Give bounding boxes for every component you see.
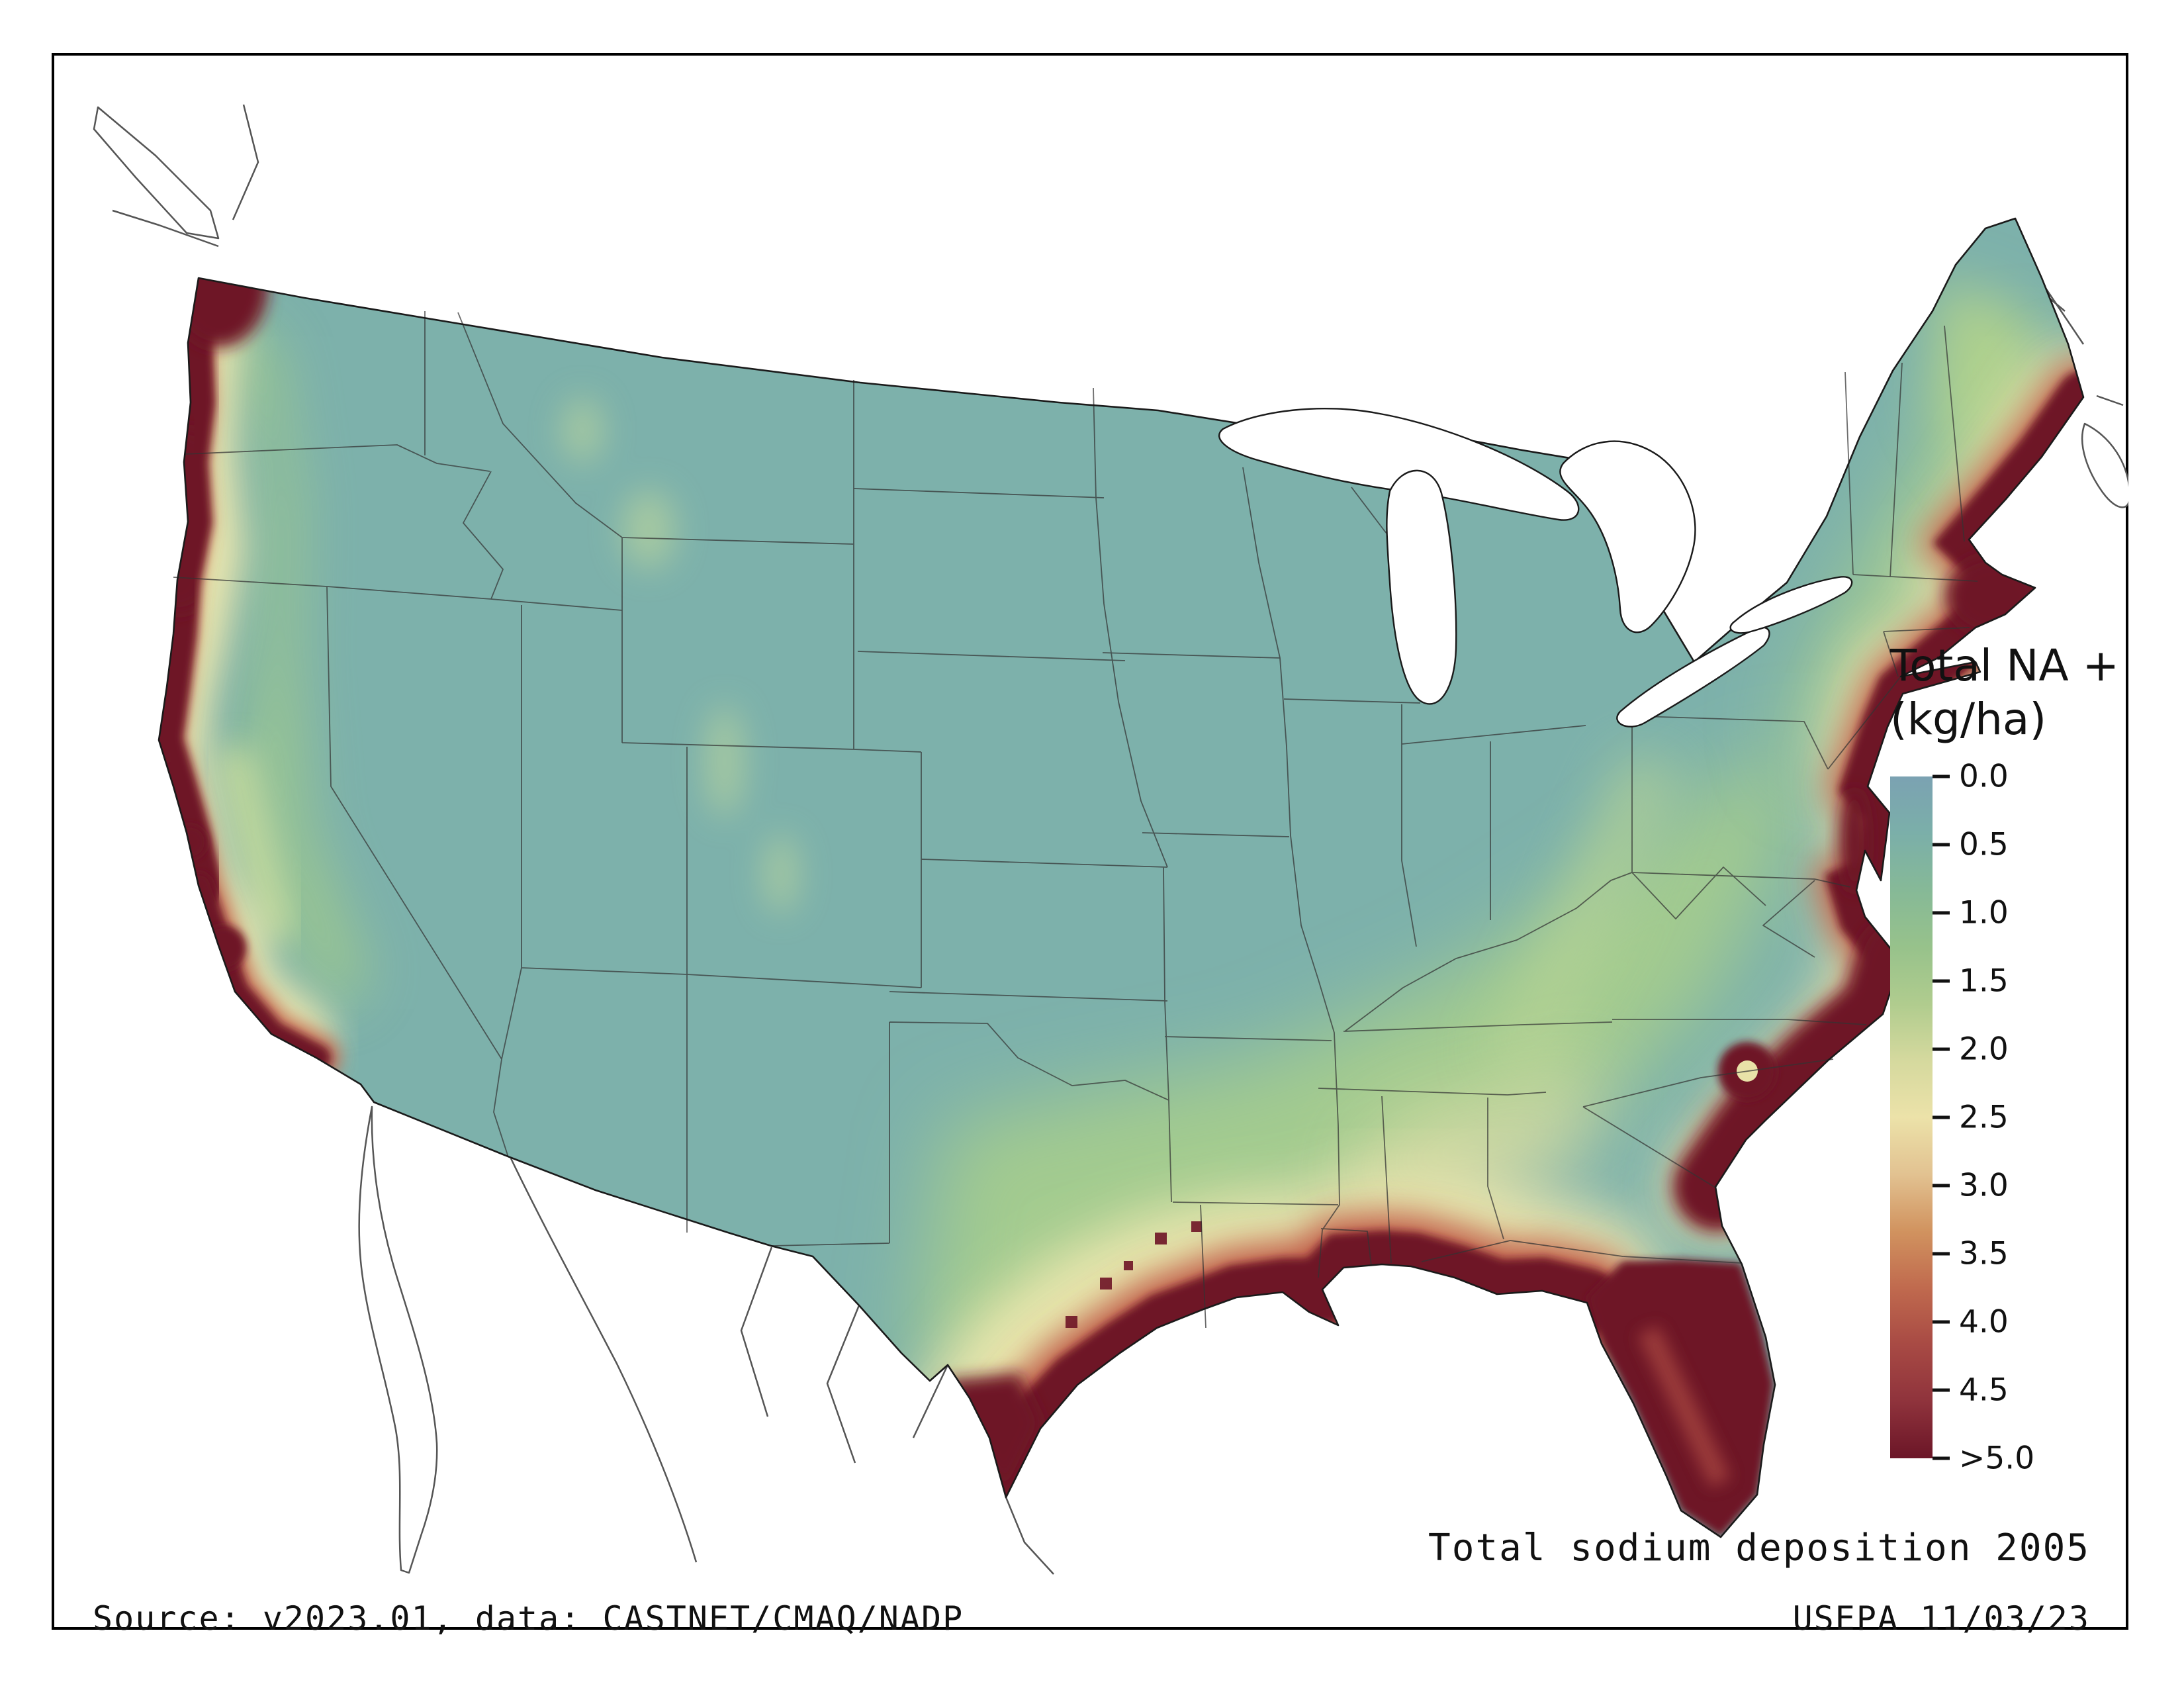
- legend-title-line1: Total NA +: [1890, 640, 2119, 691]
- state-boundaries: [173, 311, 1978, 1329]
- tick-mark: [1933, 979, 1950, 983]
- map-caption: Total sodium deposition 2005: [1428, 1526, 2090, 1570]
- great-lakes: [1218, 407, 1853, 727]
- colorbar-tick: 4.5: [1933, 1372, 2009, 1409]
- agency-text: USEPA 11/03/23: [1792, 1599, 2090, 1638]
- tick-mark: [1933, 1184, 1950, 1188]
- colorbar-tick: 3.5: [1933, 1236, 2009, 1272]
- tick-label: 0.5: [1959, 826, 2009, 863]
- tick-mark: [1933, 1388, 1950, 1392]
- tick-mark: [1933, 1320, 1950, 1324]
- tick-mark: [1933, 843, 1950, 847]
- conus-outline: [158, 217, 2085, 1538]
- tick-label: 3.5: [1959, 1235, 2009, 1272]
- tick-mark: [1933, 1252, 1950, 1256]
- tick-label: >5.0: [1959, 1440, 2035, 1477]
- tick-mark: [1933, 1115, 1950, 1119]
- colorbar-tick: 0.0: [1933, 759, 2009, 795]
- colorbar-tick: 1.5: [1933, 963, 2009, 1000]
- legend: Total NA + (kg/ha) 0.0 0.5 1.0 1.5 2.0 2…: [1890, 639, 2168, 1477]
- tick-label: 1.5: [1959, 962, 2009, 1000]
- tick-label: 4.5: [1959, 1372, 2009, 1409]
- tick-mark: [1933, 911, 1950, 915]
- tick-label: 4.0: [1959, 1303, 2009, 1340]
- colorbar-tick: 2.5: [1933, 1100, 2009, 1136]
- tick-mark: [1933, 1456, 1950, 1460]
- source-text: Source: v2023.01, data: CASTNET/CMAQ/NAD…: [93, 1599, 964, 1638]
- tick-label: 0.0: [1959, 758, 2009, 795]
- colorbar-tick: 0.5: [1933, 827, 2009, 863]
- tick-label: 2.0: [1959, 1031, 2009, 1068]
- tick-mark: [1933, 1047, 1950, 1051]
- colorbar-tick: >5.0: [1933, 1440, 2034, 1477]
- colorbar: [1890, 776, 1933, 1459]
- tick-label: 3.0: [1959, 1167, 2009, 1204]
- colorbar-tick: 3.0: [1933, 1168, 2009, 1204]
- colorbar-tick: 1.0: [1933, 895, 2009, 931]
- colorbar-tick: 2.0: [1933, 1031, 2009, 1068]
- tick-label: 2.5: [1959, 1099, 2009, 1136]
- tick-mark: [1933, 774, 1950, 778]
- tick-label: 1.0: [1959, 894, 2009, 931]
- colorbar-tick: 4.0: [1933, 1304, 2009, 1340]
- legend-title-line2: (kg/ha): [1890, 693, 2047, 745]
